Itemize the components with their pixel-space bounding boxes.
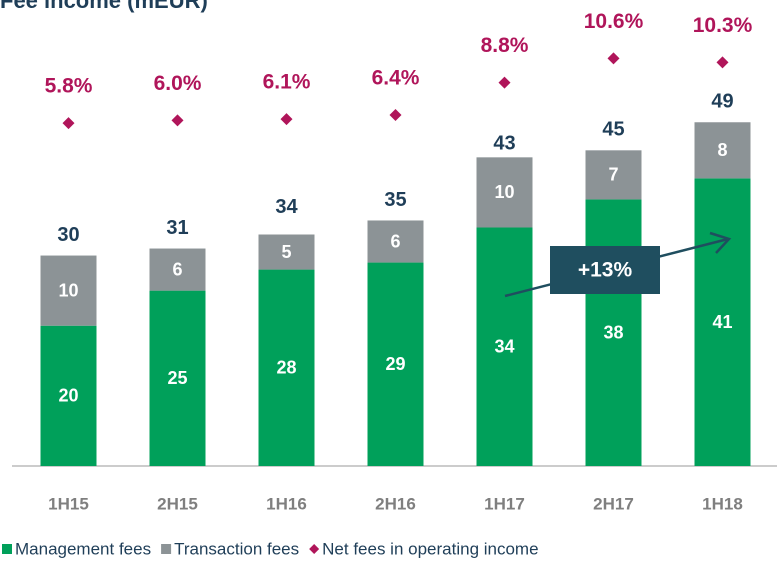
value-label: 5: [281, 242, 291, 262]
total-label: 35: [384, 189, 406, 211]
x-tick-label: 1H18: [702, 494, 743, 513]
bar-segment: [585, 199, 642, 466]
total-label: 49: [711, 91, 733, 113]
total-label: 45: [602, 119, 624, 141]
value-label: 38: [603, 322, 623, 342]
bar-segment: [476, 227, 533, 466]
bar-segment: [258, 234, 315, 270]
value-label: 10: [58, 280, 78, 300]
percent-label: 6.1%: [263, 71, 311, 94]
chart-title: Fee income (mEUR): [0, 0, 208, 13]
value-label: 7: [608, 165, 618, 185]
diamond-marker: [498, 76, 511, 89]
diamond-marker: [389, 109, 402, 122]
bar-segment: [367, 262, 424, 466]
percent-label: 6.0%: [154, 72, 202, 95]
value-label: 29: [385, 354, 405, 374]
diamond-marker: [171, 114, 184, 127]
legend: Management fees Transaction fees Net fees …: [2, 539, 539, 558]
x-tick-label: 2H16: [375, 494, 416, 513]
legend-marker: [161, 544, 172, 554]
percent-label: 5.8%: [45, 75, 93, 98]
bar-segment: [367, 220, 424, 263]
diamond-marker: [716, 56, 729, 69]
x-tick-label: 2H15: [157, 494, 198, 513]
bar-segment: [40, 255, 97, 326]
annotation-box: [550, 246, 660, 294]
total-label: 31: [166, 217, 188, 239]
legend-label: Management fees: [15, 539, 151, 558]
annotation: +13%: [578, 259, 633, 282]
bar-segment: [476, 157, 533, 228]
x-tick-label: 1H17: [484, 494, 525, 513]
value-label: 20: [58, 386, 78, 406]
value-label: 41: [712, 312, 732, 332]
value-label: 25: [167, 368, 187, 388]
bar-segment: [585, 150, 642, 200]
value-label: 8: [717, 140, 727, 160]
legend-label: Net fees in operating income: [322, 539, 538, 558]
bar-segment: [694, 122, 751, 179]
legend-label: Transaction fees: [174, 539, 299, 558]
percent-label: 6.4%: [372, 67, 420, 90]
value-label: 6: [172, 259, 182, 279]
diamond-marker: [280, 113, 293, 126]
total-label: 30: [57, 224, 79, 246]
total-label: 34: [275, 196, 298, 218]
diamond-marker: [62, 117, 75, 130]
legend-marker: [2, 544, 12, 554]
bar-segment: [149, 290, 206, 466]
arrow-head: [709, 231, 732, 254]
value-label: 34: [494, 336, 514, 356]
x-tick-label: 2H17: [593, 494, 634, 513]
legend-marker: [309, 544, 320, 554]
bar-segment: [258, 269, 315, 466]
value-label: 10: [494, 182, 514, 202]
diamond-marker: [607, 52, 620, 65]
x-tick-label: 1H16: [266, 494, 307, 513]
percent-label: 8.8%: [481, 34, 529, 57]
percent-label: 10.3%: [693, 14, 753, 37]
value-label: 6: [390, 231, 400, 251]
bar-segment: [40, 325, 97, 466]
x-tick-label: 1H15: [48, 494, 89, 513]
bar-segment: [694, 178, 751, 466]
bar-segment: [149, 248, 206, 291]
percent-label: 10.6%: [584, 10, 644, 33]
total-label: 43: [493, 133, 515, 155]
value-label: 28: [276, 358, 296, 378]
